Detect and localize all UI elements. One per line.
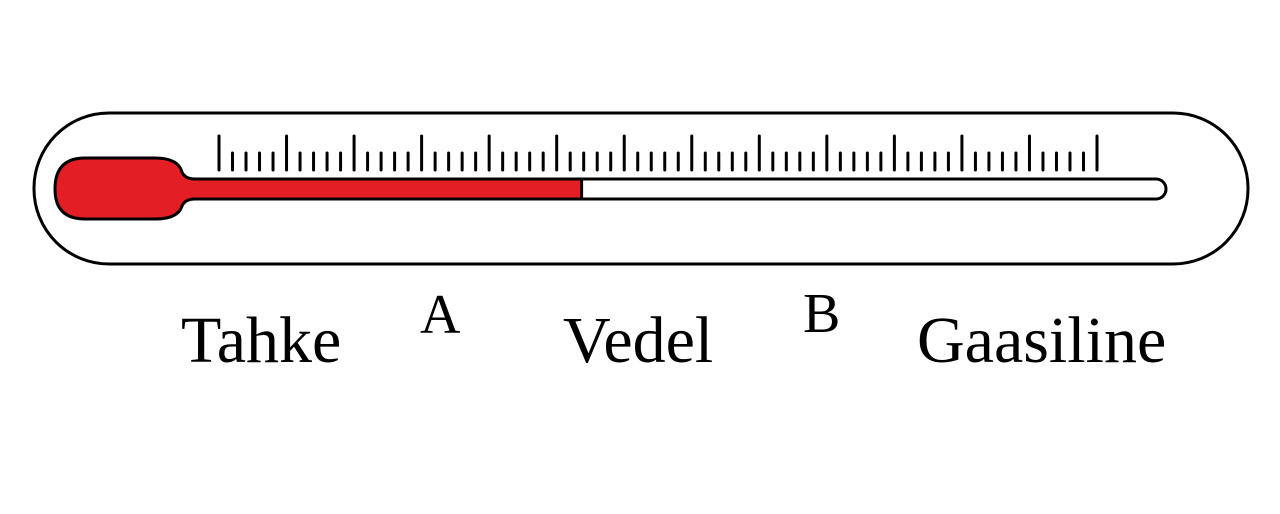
- scale-ticks: [217, 134, 1099, 172]
- mercury-fill: [53, 156, 584, 221]
- label-solid: Tahke: [181, 304, 342, 377]
- label-liquid: Vedel: [563, 304, 714, 377]
- label-b: B: [803, 283, 841, 345]
- label-gas: Gaasiline: [917, 304, 1167, 377]
- label-a: A: [420, 284, 461, 346]
